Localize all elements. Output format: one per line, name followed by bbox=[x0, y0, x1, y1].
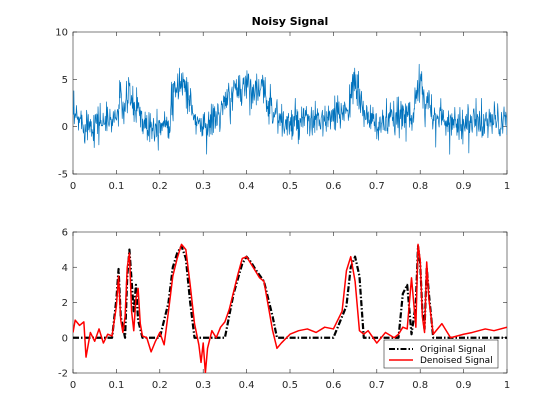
x-tick-label: 0 bbox=[70, 181, 76, 192]
y-tick-label: 0 bbox=[62, 122, 68, 133]
y-tick-label: 10 bbox=[55, 28, 68, 39]
legend-box bbox=[383, 339, 499, 369]
x-tick-label: 0.5 bbox=[282, 181, 298, 192]
legend: Original Signal Denoised Signal bbox=[383, 339, 499, 369]
x-tick-label: 0.6 bbox=[325, 181, 341, 192]
y-tick-label: 0 bbox=[62, 333, 68, 344]
x-tick-label: 0.7 bbox=[369, 380, 385, 391]
x-tick-label: 0.9 bbox=[456, 181, 472, 192]
x-tick-label: 0.9 bbox=[456, 380, 472, 391]
x-tick-label: 0.2 bbox=[152, 380, 168, 391]
legend-denoised-label: Denoised Signal bbox=[420, 356, 493, 366]
y-tick-label: 2 bbox=[62, 298, 68, 309]
x-tick-label: 0.3 bbox=[195, 181, 211, 192]
x-tick-label: 0.1 bbox=[108, 380, 124, 391]
denoised-lines bbox=[73, 243, 507, 373]
y-tick-label: 5 bbox=[62, 75, 68, 86]
x-tick-label: 0.2 bbox=[152, 181, 168, 192]
noisy-signal-line bbox=[73, 63, 507, 155]
x-tick-label: 0.5 bbox=[282, 380, 298, 391]
noisy-signal-axes: Noisy Signal 0 0.1 0.2 0.3 0.4 0.5 0.6 0.7 0.8 0.… bbox=[55, 15, 510, 192]
x-tick-label: 0.7 bbox=[369, 181, 385, 192]
x-tick-label: 0.4 bbox=[239, 181, 255, 192]
y-tick-label: 4 bbox=[62, 263, 68, 274]
x-tick-label: 0.4 bbox=[239, 380, 255, 391]
noisy-signal-title: Noisy Signal bbox=[252, 15, 329, 28]
y-tick-label: 6 bbox=[62, 228, 68, 239]
x-tick-label: 0.1 bbox=[108, 181, 124, 192]
legend-original-label: Original Signal bbox=[420, 345, 486, 355]
noisy-signal-plot-area bbox=[72, 31, 508, 175]
x-tick-label: 0.8 bbox=[412, 380, 428, 391]
y-tick-label: -5 bbox=[58, 170, 68, 181]
x-tick-label: 0.8 bbox=[412, 181, 428, 192]
x-tick-label: 1 bbox=[504, 380, 510, 391]
x-tick-label: 0.3 bbox=[195, 380, 211, 391]
denoised-signal-line bbox=[73, 243, 507, 373]
x-tick-label: 0.6 bbox=[325, 380, 341, 391]
y-tick-label: -2 bbox=[58, 369, 68, 380]
x-tick-label: 0 bbox=[70, 380, 76, 391]
noisy-signal-lines bbox=[73, 63, 507, 155]
x-tick-label: 1 bbox=[504, 181, 510, 192]
